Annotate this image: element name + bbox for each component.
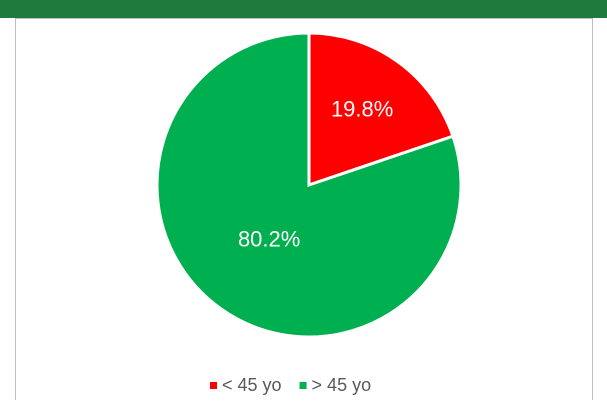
- legend-label: < 45 yo: [222, 375, 282, 395]
- header-bar: [0, 0, 607, 18]
- legend-swatch: [299, 382, 307, 389]
- data-label: 19.8%: [331, 97, 393, 122]
- legend-swatch: [210, 382, 217, 389]
- data-label: 80.2%: [238, 226, 300, 251]
- pie-slice: [155, 31, 463, 339]
- legend-label: > 45 yo: [312, 375, 372, 395]
